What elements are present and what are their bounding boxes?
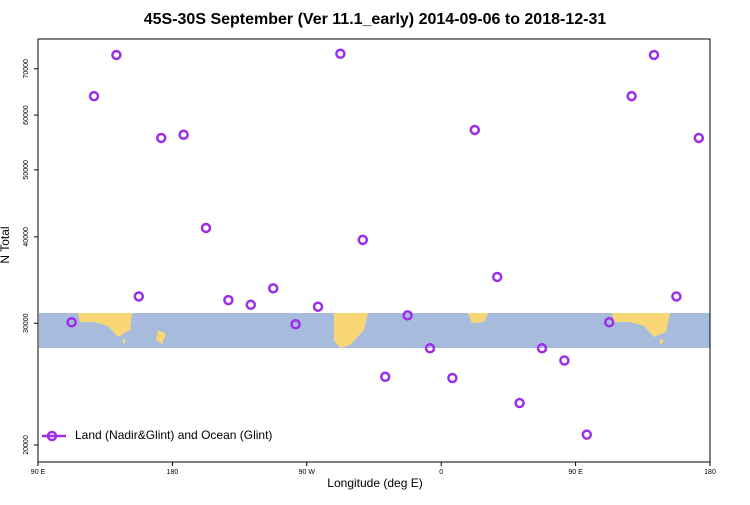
y-tick-label: 40000 [23, 227, 30, 247]
x-tick-label: 180 [704, 469, 716, 476]
point [111, 49, 122, 61]
point [223, 294, 234, 306]
point [402, 310, 413, 321]
point [133, 291, 145, 302]
x-axis-label: Longitude (deg E) [327, 476, 422, 490]
y-tick-label: 20000 [23, 435, 30, 455]
chart-title: 45S-30S September (Ver 11.1_early) 2014-… [144, 11, 607, 28]
y-tick-label: 70000 [23, 59, 30, 79]
x-tick-label: 90 W [299, 469, 316, 476]
plot-frame [37, 38, 711, 463]
point [267, 283, 279, 294]
point [66, 316, 77, 328]
legend-marker [46, 430, 58, 442]
point [469, 124, 481, 136]
point [491, 271, 503, 283]
point [88, 90, 100, 102]
y-axis-label: N Total [0, 226, 12, 263]
point [178, 129, 189, 140]
x-tick-label: 90 E [568, 469, 583, 476]
point [648, 49, 660, 61]
point [379, 371, 391, 383]
point [581, 429, 593, 440]
y-tick-label: 60000 [23, 105, 30, 125]
legend-label: Land (Nadir&Glint) and Ocean (Glint) [75, 428, 272, 442]
point [357, 234, 369, 246]
point [155, 132, 167, 144]
point [603, 316, 615, 328]
x-tick-label: 90 E [31, 469, 46, 476]
point [290, 318, 301, 330]
x-tick-label: 180 [167, 469, 179, 476]
point [245, 299, 257, 311]
point [626, 90, 637, 102]
y-tick-label: 50000 [23, 160, 30, 180]
point [514, 397, 525, 409]
point [671, 291, 682, 302]
point [693, 132, 705, 144]
map-band [39, 313, 710, 348]
point [335, 48, 346, 59]
point [312, 301, 324, 312]
point [536, 343, 548, 354]
y-tick-label: 30000 [23, 313, 30, 333]
x-tick-label: 0 [439, 469, 443, 476]
point [559, 355, 570, 366]
point [424, 343, 436, 354]
point [200, 222, 212, 234]
point [447, 372, 458, 384]
